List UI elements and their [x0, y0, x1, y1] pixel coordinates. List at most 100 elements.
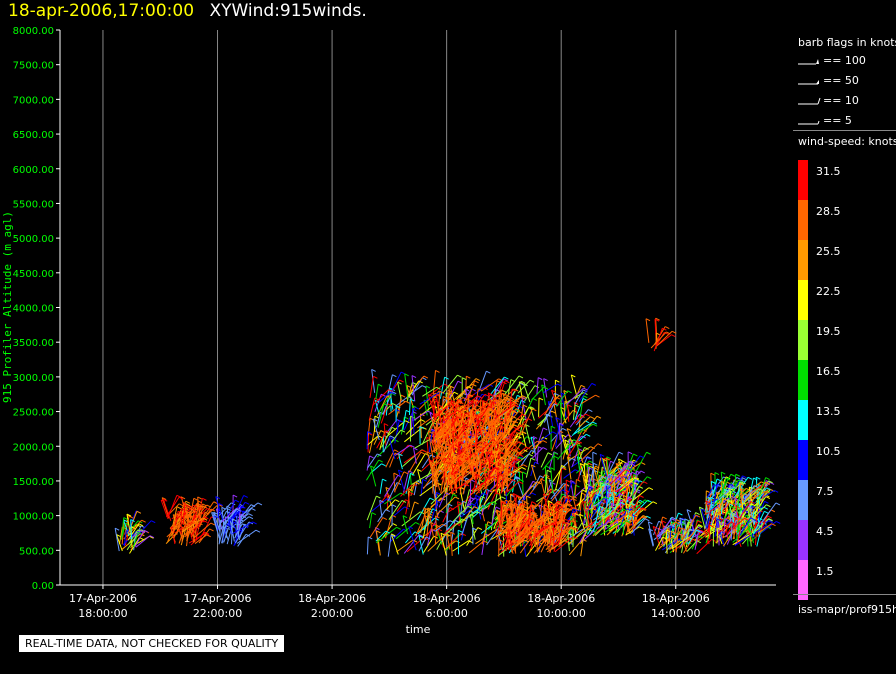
wind-barb — [586, 507, 592, 527]
wind-barb — [603, 501, 626, 519]
wind-barb — [574, 479, 581, 496]
wind-barb — [419, 426, 425, 445]
colorbar-label: 16.5 — [816, 365, 841, 378]
wind-barb — [655, 317, 660, 343]
wind-barb — [394, 419, 404, 444]
wind-barb — [470, 440, 476, 460]
wind-barb — [504, 530, 514, 554]
legend-panel: barb flags in knots == 100 == 50 == 10 =… — [793, 28, 896, 624]
wind-barb — [160, 499, 168, 518]
wind-barb — [388, 429, 406, 446]
wind-barb — [446, 419, 452, 439]
wind-barb — [694, 529, 703, 550]
y-tick-label: 500.00 — [19, 546, 54, 557]
wind-barb — [563, 469, 580, 479]
wind-barb — [427, 507, 432, 526]
wind-barb — [540, 478, 546, 496]
wind-barb — [468, 540, 489, 554]
barb-10-icon — [798, 97, 821, 105]
wind-barb — [237, 515, 247, 537]
wind-barb — [618, 492, 624, 508]
wind-barb — [468, 409, 482, 430]
wind-barb — [452, 430, 458, 452]
axes — [59, 30, 776, 586]
wind-barb — [428, 383, 449, 397]
wind-barb — [554, 465, 566, 491]
y-tick-label: 7500.00 — [13, 61, 54, 72]
wind-barb — [199, 511, 210, 528]
wind-barb — [121, 517, 128, 540]
wind-barb — [458, 395, 482, 413]
wind-barb — [385, 514, 397, 539]
wind-barb — [592, 496, 610, 506]
wind-barb — [587, 491, 595, 510]
wind-barb — [737, 501, 755, 522]
wind-barb — [572, 404, 580, 421]
wind-barb — [602, 511, 619, 520]
y-tick-label: 4500.00 — [13, 269, 54, 280]
quality-warning: REAL-TIME DATA, NOT CHECKED FOR QUALITY — [19, 635, 285, 652]
wind-barb — [369, 375, 378, 398]
wind-barb — [553, 451, 559, 471]
wind-barb — [495, 443, 505, 458]
y-tick-label: 3000.00 — [13, 373, 54, 384]
wind-barb — [366, 495, 381, 521]
wind-barb — [544, 469, 552, 494]
wind-barb — [172, 513, 181, 537]
wind-barb — [367, 432, 373, 453]
wind-barb — [507, 458, 522, 472]
wind-barb — [427, 394, 437, 419]
wind-barb — [402, 409, 411, 430]
wind-barb — [372, 418, 380, 441]
wind-barb — [411, 404, 417, 422]
wind-barb — [172, 506, 182, 527]
wind-barb — [484, 467, 499, 483]
colorbar-segment — [798, 440, 808, 480]
timestamp-label: 18-apr-2006,17:00:00 — [8, 1, 195, 21]
wind-barb — [378, 392, 396, 413]
wind-barb — [759, 523, 776, 533]
wind-barb — [496, 473, 503, 489]
chart-title: XYWind:915winds. — [209, 1, 367, 21]
wind-barb — [415, 515, 429, 537]
wind-barb — [375, 530, 390, 542]
wind-barb — [570, 446, 595, 460]
wind-barb — [551, 483, 570, 502]
wind-barb — [531, 504, 540, 527]
chart-header: 18-apr-2006,17:00:00 XYWind:915winds. — [8, 1, 367, 21]
wind-barb — [752, 518, 773, 534]
wind-barb — [373, 430, 385, 445]
wind-barb — [537, 427, 548, 444]
wind-barb — [475, 405, 493, 428]
wind-barb — [755, 476, 761, 499]
wind-barb — [450, 447, 474, 464]
wind-barb — [366, 536, 373, 555]
wind-barb — [435, 491, 441, 509]
barb-50-icon — [798, 80, 819, 85]
wind-barb — [377, 403, 389, 428]
wind-barb — [708, 524, 714, 539]
wind-barb — [236, 529, 261, 544]
wind-barb — [730, 514, 737, 541]
wind-barb — [554, 379, 560, 405]
wind-barb — [513, 529, 519, 554]
wind-barb — [505, 512, 512, 536]
wind-barb — [394, 471, 409, 492]
wind-barb — [587, 466, 593, 483]
wind-barb — [441, 395, 448, 413]
wind-barb — [760, 502, 781, 524]
wind-barb — [379, 478, 387, 495]
x-tick-time: 14:00:00 — [651, 607, 700, 620]
wind-barb — [189, 497, 199, 518]
colorbar-label: 10.5 — [816, 445, 841, 458]
wind-barb — [221, 525, 230, 544]
y-tick-label: 1500.00 — [13, 477, 54, 488]
wind-barb — [739, 482, 745, 502]
x-ticks: 17-Apr-2006 18:00:00 17-Apr-2006 22:00:00 18… — [69, 585, 710, 620]
wind-barb — [667, 531, 683, 546]
wind-barb — [394, 444, 415, 456]
wind-barb — [515, 506, 522, 523]
wind-barb — [714, 518, 722, 537]
y-tick-label: 0.00 — [32, 581, 54, 592]
